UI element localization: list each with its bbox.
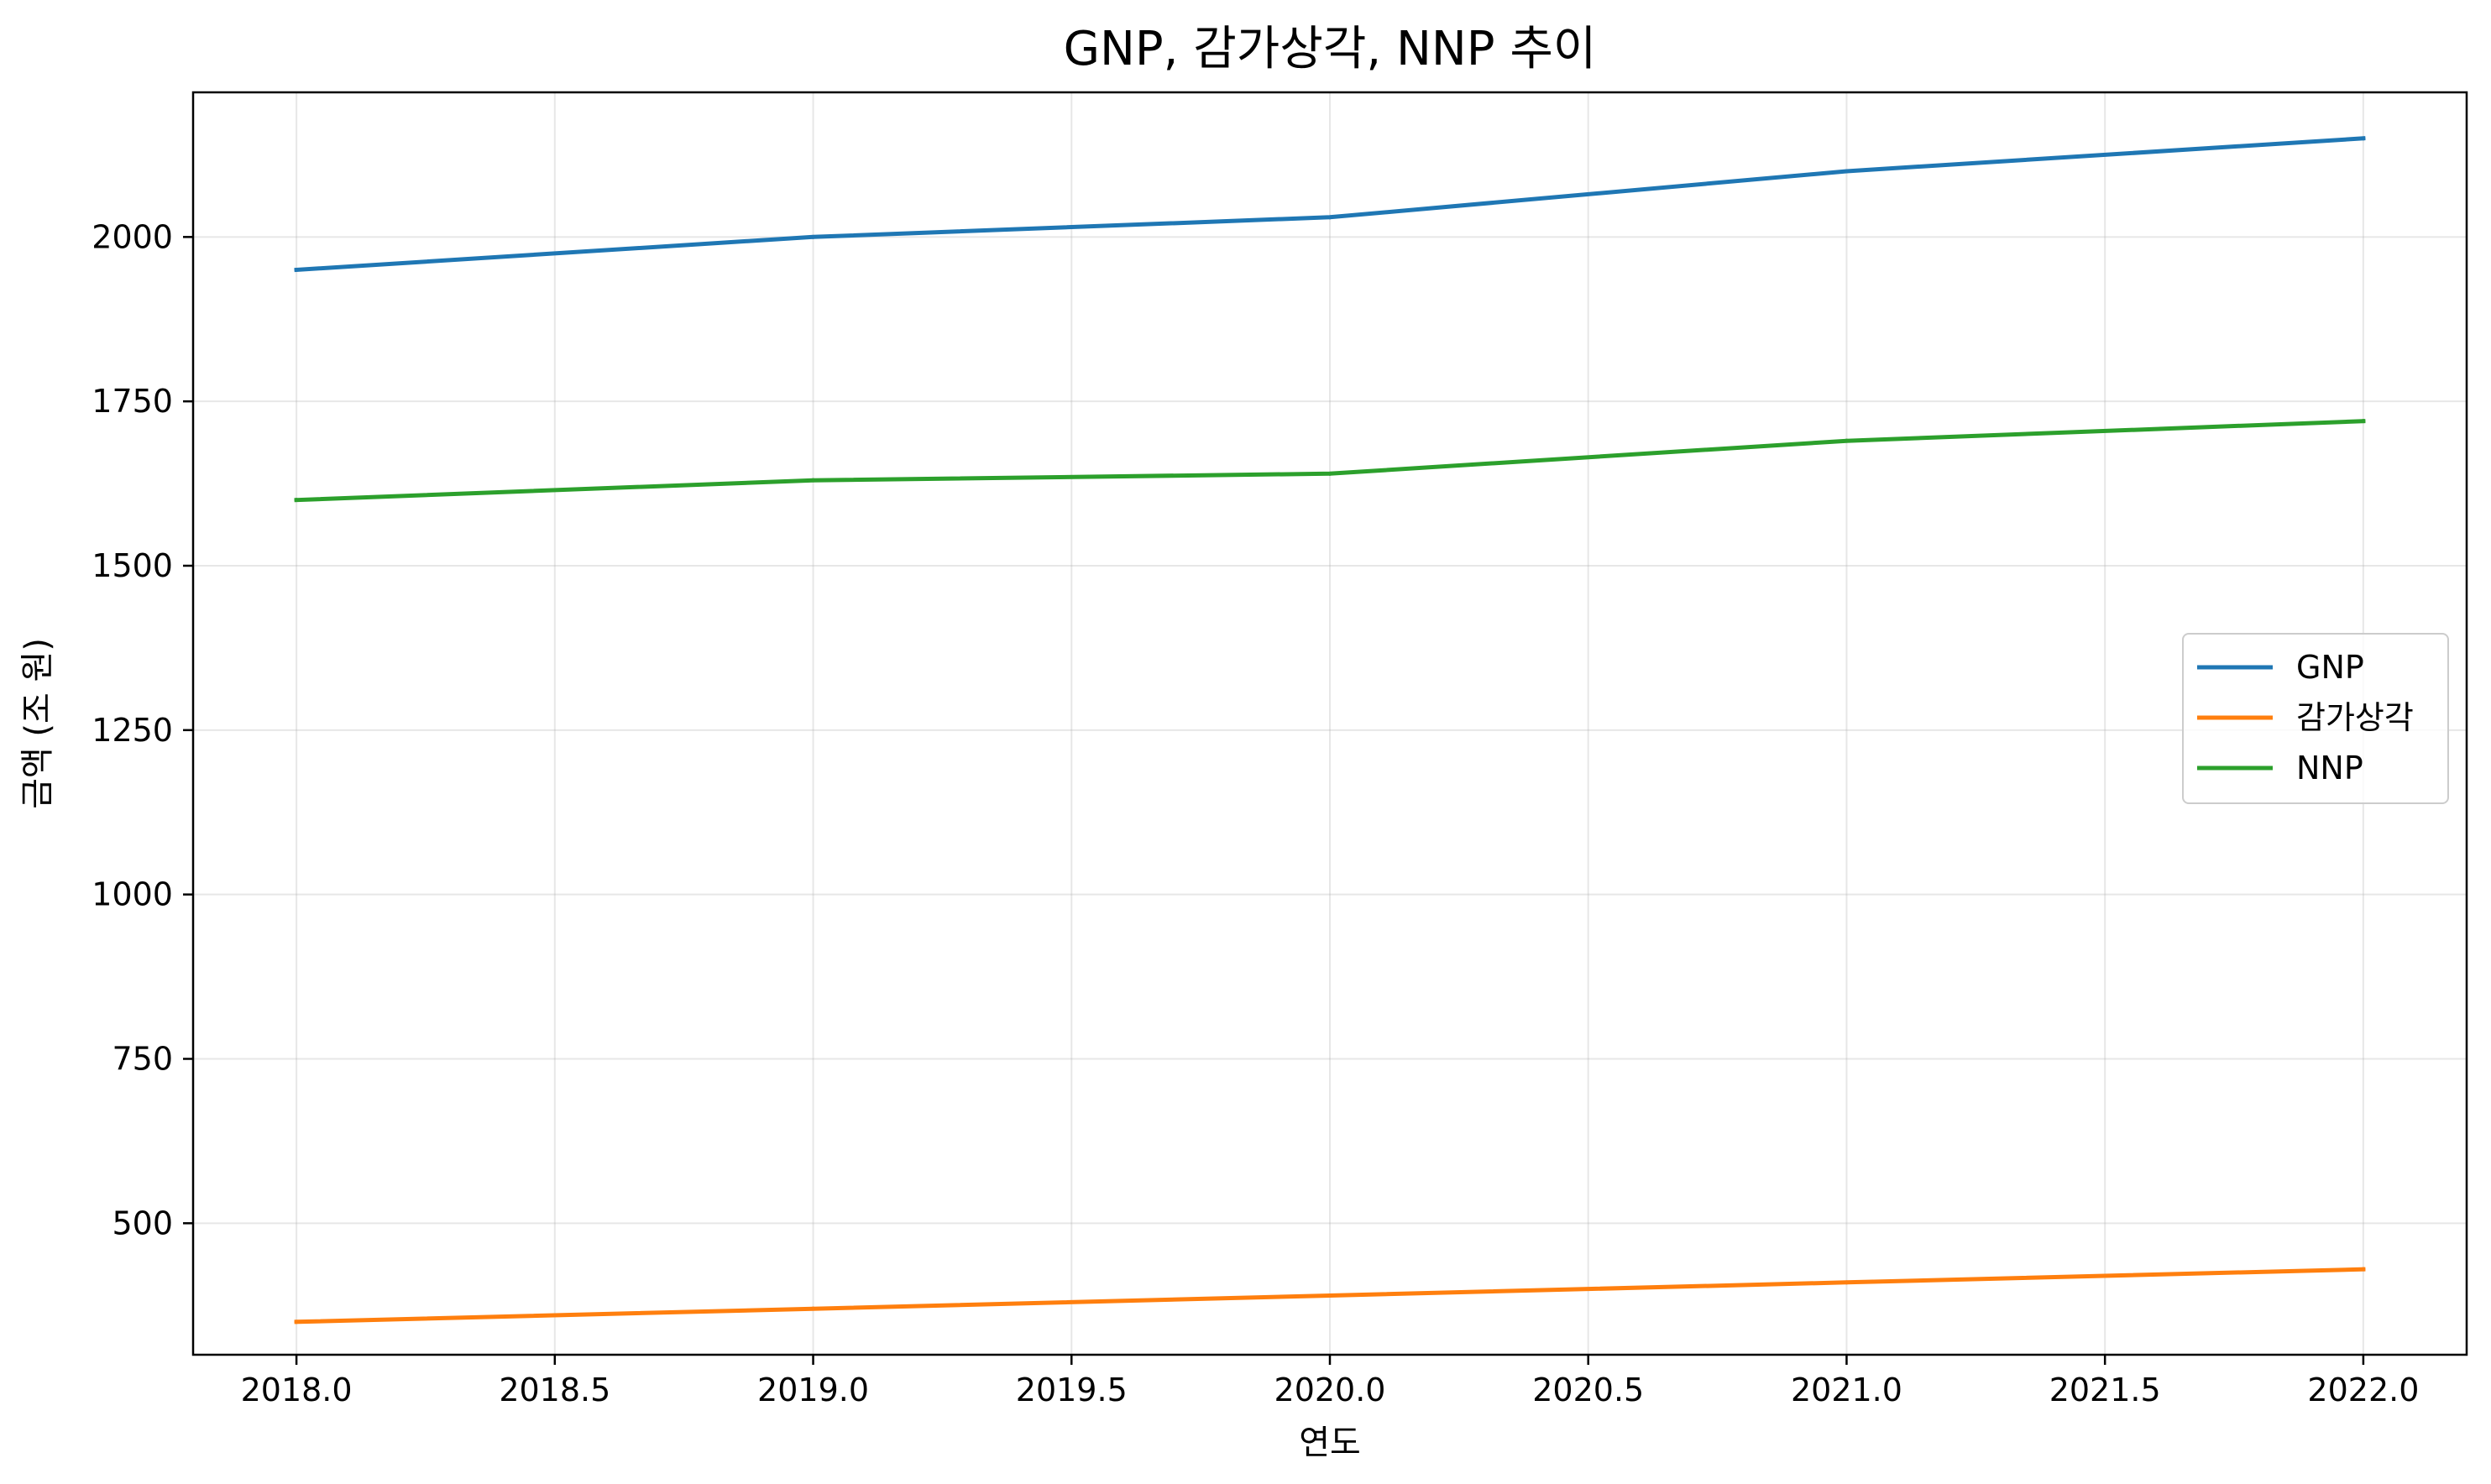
- data-point: [2361, 419, 2366, 424]
- data-point: [1844, 169, 1849, 174]
- x-tick-label: 2019.5: [1016, 1372, 1128, 1408]
- legend-items: GNP 감가상각 NNP: [2197, 649, 2414, 786]
- legend-label: NNP: [2296, 750, 2363, 786]
- x-axis-label: 연도: [1299, 1424, 1361, 1462]
- x-tick-label: 2022.0: [2307, 1372, 2419, 1408]
- data-point: [811, 478, 816, 483]
- data-point: [294, 1319, 299, 1325]
- x-tick-label: 2019.0: [757, 1372, 869, 1408]
- data-point: [1327, 1293, 1332, 1298]
- y-tick-label: 500: [112, 1204, 173, 1241]
- y-tick-label: 2000: [92, 218, 173, 255]
- y-axis-label: 금액 (조 원): [18, 638, 57, 809]
- y-tick-label: 750: [112, 1041, 173, 1078]
- data-point: [2361, 1267, 2366, 1272]
- x-tick-label: 2020.0: [1274, 1372, 1386, 1408]
- legend: GNP 감가상각 NNP: [2182, 633, 2449, 804]
- x-tick-label: 2018.0: [241, 1372, 353, 1408]
- x-tick-label: 2018.5: [499, 1372, 610, 1408]
- data-point: [294, 498, 299, 503]
- y-tick-label: 1000: [92, 876, 173, 913]
- y-tick-label: 1250: [92, 712, 173, 749]
- y-tick-label: 1500: [92, 547, 173, 584]
- x-tick-label: 2021.5: [2049, 1372, 2161, 1408]
- y-axis-ticks: 500 750 1000 1250 1500 1750 2000: [92, 218, 193, 1241]
- legend-label: GNP: [2296, 649, 2364, 686]
- data-point: [1844, 438, 1849, 443]
- data-point: [1844, 1280, 1849, 1285]
- legend-box: [2182, 633, 2449, 804]
- data-point: [1327, 471, 1332, 476]
- data-point: [2361, 136, 2366, 141]
- x-tick-label: 2020.5: [1532, 1372, 1644, 1408]
- grid: [193, 92, 2467, 1355]
- data-point: [294, 268, 299, 272]
- legend-label: 감가상각: [2296, 699, 2414, 736]
- data-point: [1327, 215, 1332, 220]
- chart-title: GNP, 감가상각, NNP 추이: [1064, 22, 1597, 76]
- x-axis-ticks: 2018.0 2018.5 2019.0 2019.5 2020.0 2020.5 2021…: [241, 1355, 2419, 1408]
- data-point: [811, 234, 816, 239]
- series-lines: [294, 136, 2366, 1325]
- x-tick-label: 2021.0: [1791, 1372, 1902, 1408]
- data-point: [811, 1306, 816, 1311]
- y-tick-label: 1750: [92, 383, 173, 420]
